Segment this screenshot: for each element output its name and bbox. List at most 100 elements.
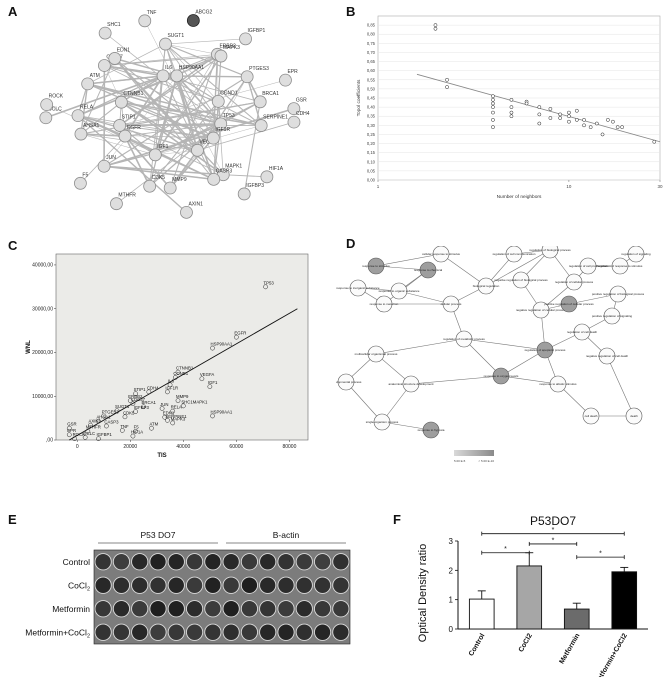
network-a-node-label: MAPK1 bbox=[225, 164, 242, 170]
network-d-node-label: response to organic substance bbox=[379, 289, 420, 293]
blot-row-label: CoCl2 bbox=[68, 580, 90, 592]
network-a-edge bbox=[165, 43, 262, 127]
chart-c-point-label: RELA bbox=[171, 405, 182, 410]
blot-well bbox=[259, 623, 277, 641]
chart-b-ytick: 0,45 bbox=[367, 96, 376, 101]
network-a-node-label: STIP1 bbox=[122, 114, 136, 120]
blot-group-label: P53 DO7 bbox=[141, 530, 176, 540]
network-a-edge bbox=[217, 101, 224, 175]
chart-b-xtick: 1 bbox=[377, 184, 380, 189]
network-a-node-label: CCND1 bbox=[220, 90, 237, 96]
network-d-node-label: anatomical structure development bbox=[388, 382, 433, 386]
network-a-node bbox=[110, 197, 123, 211]
chart-c-point-label: TNF bbox=[120, 424, 129, 429]
chart-b-point bbox=[606, 118, 610, 122]
network-a-edge bbox=[120, 101, 224, 176]
chart-c-point-label: CDH4 bbox=[147, 385, 159, 390]
chart-b-point bbox=[524, 101, 529, 106]
network-d-edge bbox=[500, 349, 546, 377]
network-a-edge bbox=[176, 75, 214, 180]
chart-c-point bbox=[173, 375, 178, 380]
network-d-node-label: cellular process bbox=[441, 302, 462, 306]
chart-c-point bbox=[130, 433, 136, 439]
blot-well bbox=[259, 600, 277, 618]
chart-f-xtick: CoCl2 bbox=[518, 632, 534, 653]
network-a-edge bbox=[121, 101, 214, 139]
network-a-node-label: EGFR bbox=[127, 125, 141, 131]
network-d-node-label: regulation of response to stimulus bbox=[598, 264, 643, 268]
chart-c-point-label: CASP3 bbox=[104, 419, 119, 424]
chart-c-point bbox=[165, 389, 170, 395]
blot-well bbox=[149, 576, 167, 594]
network-d-node-label: cell death bbox=[585, 414, 598, 418]
chart-b-point bbox=[433, 26, 438, 31]
network-d-node-label: regulation of signaling bbox=[621, 252, 651, 256]
chart-c-point-label: GSR bbox=[67, 422, 76, 427]
network-a-node-label: TP53 bbox=[223, 113, 235, 119]
blot-well bbox=[149, 600, 167, 618]
chart-b-ytick: 0,15 bbox=[367, 150, 376, 155]
network-d-node bbox=[549, 375, 567, 393]
network-d-node-label: death bbox=[630, 414, 638, 418]
network-a-node bbox=[253, 95, 267, 109]
network-a-edge bbox=[104, 65, 221, 125]
blot-well bbox=[185, 553, 204, 571]
chart-b-point bbox=[537, 112, 542, 117]
network-d-node-label: response to stimulus bbox=[362, 264, 390, 268]
network-d-node bbox=[541, 246, 559, 259]
chart-c-point bbox=[133, 391, 138, 396]
panel-a-letter: A bbox=[8, 4, 18, 19]
network-a-edge bbox=[176, 75, 222, 125]
network-d-node-label: response to hypoxia bbox=[418, 428, 445, 432]
network-a-node-label: ATM bbox=[90, 73, 100, 79]
network-a-node-label: SUGT1 bbox=[167, 33, 184, 39]
network-a-node bbox=[98, 26, 112, 40]
chart-b-point bbox=[509, 114, 514, 119]
chart-b-point bbox=[611, 119, 615, 124]
chart-f-xtick: Control bbox=[468, 632, 487, 657]
network-d-legend: 5.00 E-5 < 5.00 E-10 bbox=[454, 450, 494, 463]
chart-b-ytick: 0,70 bbox=[367, 50, 376, 55]
chart-c-point bbox=[96, 436, 101, 442]
chart-c-point-label: IL6 bbox=[168, 378, 175, 383]
chart-b-point bbox=[491, 101, 495, 106]
network-a-node bbox=[260, 170, 274, 184]
network-d-node-label: response to chemical bbox=[414, 268, 443, 272]
blot-well bbox=[94, 553, 112, 571]
network-a-node-label: CASP3 bbox=[216, 168, 233, 174]
chart-b-point bbox=[491, 125, 495, 130]
network-a-node bbox=[97, 59, 111, 72]
chart-c-point-label: EDN1 bbox=[163, 411, 175, 416]
network-a-edge bbox=[80, 58, 116, 135]
network-a-edge bbox=[116, 123, 222, 205]
network-a-edge bbox=[80, 101, 122, 135]
network-a-edge bbox=[217, 56, 222, 102]
network-a-node bbox=[159, 37, 172, 51]
network-a-node bbox=[74, 127, 88, 141]
network-d-node bbox=[536, 341, 554, 359]
network-a-node-label: MMP9 bbox=[172, 177, 187, 183]
network-a-node-label: EDN1 bbox=[117, 47, 131, 53]
network-d-edge bbox=[375, 338, 465, 355]
chart-b-point bbox=[491, 105, 495, 109]
chart-b-xtick: 30 bbox=[657, 184, 663, 189]
network-d-node bbox=[432, 246, 450, 263]
chart-b-point bbox=[558, 116, 563, 120]
network-a-node bbox=[40, 98, 54, 112]
network-d-node bbox=[337, 373, 355, 391]
network-a-node bbox=[237, 187, 251, 201]
chart-c-point-label: ERBB2 bbox=[128, 394, 143, 399]
blot-well bbox=[222, 623, 240, 641]
network-a-edge bbox=[77, 115, 187, 213]
blot-well bbox=[222, 576, 240, 594]
network-a-node bbox=[206, 131, 220, 145]
chart-b-ytick: 0,05 bbox=[367, 168, 376, 173]
blot-well bbox=[112, 600, 131, 618]
network-a-node bbox=[180, 205, 193, 219]
network-a-edge bbox=[176, 54, 218, 77]
network-a-node-label: MTHFR bbox=[118, 193, 136, 199]
chart-c-point-label: CTNNB1 bbox=[176, 366, 194, 371]
blot-row-subscript: 2 bbox=[87, 633, 90, 639]
network-a-edge bbox=[80, 135, 126, 184]
network-d-node-label: positive regulation of biological proces… bbox=[592, 292, 645, 296]
